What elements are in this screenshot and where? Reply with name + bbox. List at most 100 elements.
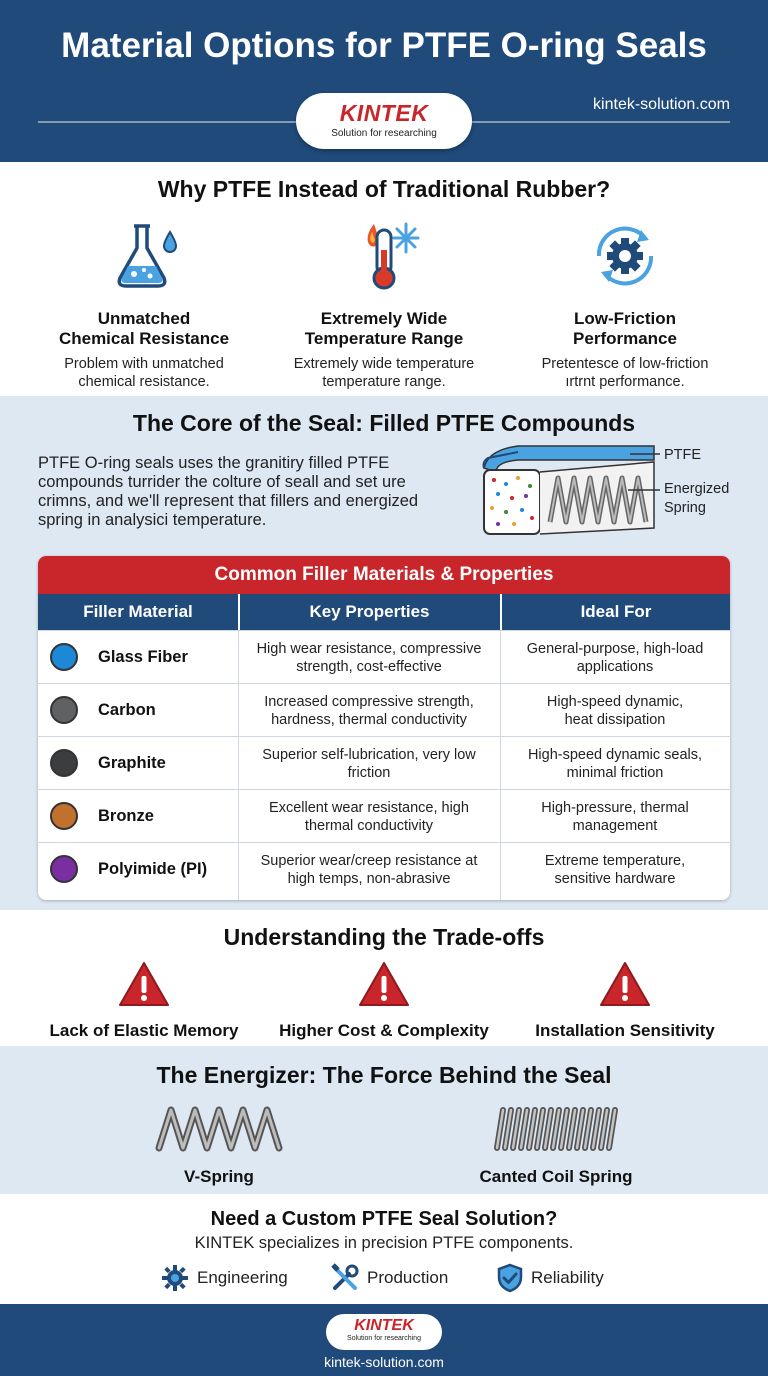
material-cell: Bronze bbox=[38, 790, 238, 843]
properties-line: thermal conductivity bbox=[304, 817, 434, 834]
feature-label: Production bbox=[367, 1268, 449, 1287]
material-cell: Glass Fiber bbox=[38, 631, 238, 684]
ideal-cell: High-speed dynamic, heat dissipation bbox=[500, 684, 730, 737]
thermometer-icon bbox=[367, 222, 420, 290]
filler-materials-table: Common Filler Materials & Properties Fil… bbox=[38, 556, 730, 900]
properties-line: High wear resistance, compressive bbox=[256, 640, 482, 657]
why-item-heading-2: Chemical Resistance bbox=[58, 329, 230, 348]
why-item-desc-2: chemical resistance. bbox=[78, 374, 210, 390]
feature-reliability: Reliability bbox=[496, 1263, 604, 1293]
core-text-line: PTFE O-ring seals uses the granitiry fil… bbox=[38, 454, 390, 472]
core-text-line: spring in analysici temperature. bbox=[38, 511, 267, 529]
why-item-desc-2: ırtrnt performance. bbox=[565, 374, 685, 390]
warning-icon bbox=[119, 962, 169, 1006]
properties-cell: High wear resistance, compressive strengt… bbox=[238, 631, 500, 684]
tradeoff-item: Installation Sensitivity bbox=[505, 960, 745, 1041]
warning-icon bbox=[359, 962, 409, 1006]
header-divider-left bbox=[38, 121, 296, 123]
ideal-line: High-speed dynamic, bbox=[546, 693, 684, 710]
why-section-title: Why PTFE Instead of Traditional Rubber? bbox=[157, 176, 611, 202]
polyimide-swatch-icon bbox=[50, 855, 78, 883]
canted-coil-spring-icon bbox=[494, 1107, 618, 1151]
logo-name: KINTEK bbox=[339, 100, 429, 126]
core-section: The Core of the Seal: Filled PTFE Compou… bbox=[0, 396, 768, 910]
ideal-line: sensitive hardware bbox=[554, 870, 676, 887]
custom-title: Need a Custom PTFE Seal Solution? bbox=[210, 1208, 558, 1230]
material-cell: Carbon bbox=[38, 684, 238, 737]
properties-cell: Superior wear/creep resistance at high te… bbox=[238, 843, 500, 896]
energizer-section: The Energizer: The Force Behind the Seal… bbox=[0, 1046, 768, 1194]
footer-kintek-logo[interactable]: KINTEK Solution for researching bbox=[326, 1314, 442, 1350]
carbon-swatch-icon bbox=[50, 696, 78, 724]
properties-line: Increased compressive strength, bbox=[264, 693, 474, 710]
why-item-desc-1: Extremely wide temperature bbox=[293, 356, 475, 372]
ideal-line: High-speed dynamic seals, bbox=[527, 746, 703, 763]
header-divider bbox=[238, 594, 240, 630]
ideal-line: management bbox=[572, 817, 658, 834]
core-text-line: crimns, and we'll represent that fillers… bbox=[38, 492, 419, 510]
ideal-line: applications bbox=[576, 658, 654, 675]
gear-cycle-icon bbox=[596, 226, 654, 286]
footer-logo-tagline: Solution for researching bbox=[347, 1335, 421, 1342]
properties-cell: Excellent wear resistance, high thermal c… bbox=[238, 790, 500, 843]
ideal-line: heat dissipation bbox=[564, 711, 666, 728]
material-name: Glass Fiber bbox=[98, 648, 188, 666]
seal-diagram-icon bbox=[482, 445, 655, 535]
feature-label: Engineering bbox=[197, 1268, 288, 1287]
header-divider-right bbox=[472, 121, 730, 123]
properties-line: friction bbox=[347, 764, 391, 781]
material-name: Polyimide (PI) bbox=[98, 860, 208, 878]
ideal-line: minimal friction bbox=[566, 764, 664, 781]
why-item-chemical: Unmatched Chemical Resistance Problem wi… bbox=[29, 216, 259, 391]
table-row: Glass Fiber High wear resistance, compre… bbox=[38, 630, 730, 683]
custom-subtitle: KINTEK specializes in precision PTFE com… bbox=[194, 1234, 574, 1252]
properties-cell: Superior self-lubrication, very low frict… bbox=[238, 737, 500, 790]
seal-cross-section-diagram: PTFE Energized Spring bbox=[478, 432, 748, 542]
why-item-heading-1: Unmatched bbox=[97, 309, 191, 328]
ideal-cell: General-purpose, high-load applications bbox=[500, 631, 730, 684]
tradeoffs-section: Understanding the Trade-offs Lack of Ela… bbox=[0, 910, 768, 1046]
core-section-title: The Core of the Seal: Filled PTFE Compou… bbox=[132, 410, 636, 436]
col-header-properties: Key Properties bbox=[239, 594, 500, 630]
footer-url[interactable]: kintek-solution.com bbox=[324, 1354, 444, 1370]
feature-engineering: Engineering bbox=[160, 1264, 288, 1292]
why-ptfe-section: Why PTFE Instead of Traditional Rubber? … bbox=[0, 162, 768, 396]
v-spring-item: V-Spring bbox=[134, 1104, 304, 1187]
why-item-heading-1: Extremely Wide bbox=[320, 309, 448, 328]
page-title: Material Options for PTFE O-ring Seals bbox=[61, 26, 707, 65]
label-ptfe: PTFE bbox=[664, 447, 702, 463]
properties-cell: Increased compressive strength, hardness,… bbox=[238, 684, 500, 737]
diagram-leader-lines bbox=[628, 453, 660, 491]
table-row: Graphite Superior self-lubrication, very… bbox=[38, 736, 730, 789]
logo-tagline: Solution for researching bbox=[331, 128, 437, 139]
tradeoff-item: Lack of Elastic Memory bbox=[24, 960, 264, 1041]
properties-line: Excellent wear resistance, high bbox=[269, 799, 469, 816]
label-spring: Spring bbox=[664, 500, 706, 516]
material-name: Graphite bbox=[98, 754, 166, 772]
core-text-line: compounds turrider the colture of seall … bbox=[38, 473, 406, 491]
tradeoff-item: Higher Cost & Complexity bbox=[264, 960, 504, 1041]
custom-solution-section: Need a Custom PTFE Seal Solution? KINTEK… bbox=[0, 1194, 768, 1304]
why-item-heading-2: Performance bbox=[573, 329, 677, 348]
material-cell: Graphite bbox=[38, 737, 238, 790]
canted-coil-spring-item: Canted Coil Spring bbox=[466, 1104, 646, 1187]
material-name: Carbon bbox=[98, 701, 156, 719]
spring-label: V-Spring bbox=[184, 1167, 254, 1186]
col-header-ideal: Ideal For bbox=[502, 594, 730, 630]
material-cell: Polyimide (PI) bbox=[38, 843, 238, 896]
ideal-cell: High-pressure, thermal management bbox=[500, 790, 730, 843]
why-item-desc-2: temperature range. bbox=[322, 374, 446, 390]
spring-label: Canted Coil Spring bbox=[479, 1167, 633, 1186]
table-row: Polyimide (PI) Superior wear/creep resis… bbox=[38, 842, 730, 895]
label-energized: Energized bbox=[664, 481, 730, 497]
ideal-cell: High-speed dynamic seals, minimal frictio… bbox=[500, 737, 730, 790]
header-url[interactable]: kintek-solution.com bbox=[593, 96, 730, 113]
footer: KINTEK Solution for researching kintek-s… bbox=[0, 1304, 768, 1376]
column-divider bbox=[238, 630, 239, 900]
gear-icon bbox=[162, 1265, 188, 1291]
why-item-heading-1: Low-Friction bbox=[574, 309, 676, 328]
tradeoff-label: Installation Sensitivity bbox=[535, 1021, 715, 1040]
warning-icon bbox=[600, 962, 650, 1006]
properties-line: hardness, thermal conductivity bbox=[271, 711, 467, 728]
kintek-logo[interactable]: KINTEK Solution for researching bbox=[296, 93, 472, 149]
